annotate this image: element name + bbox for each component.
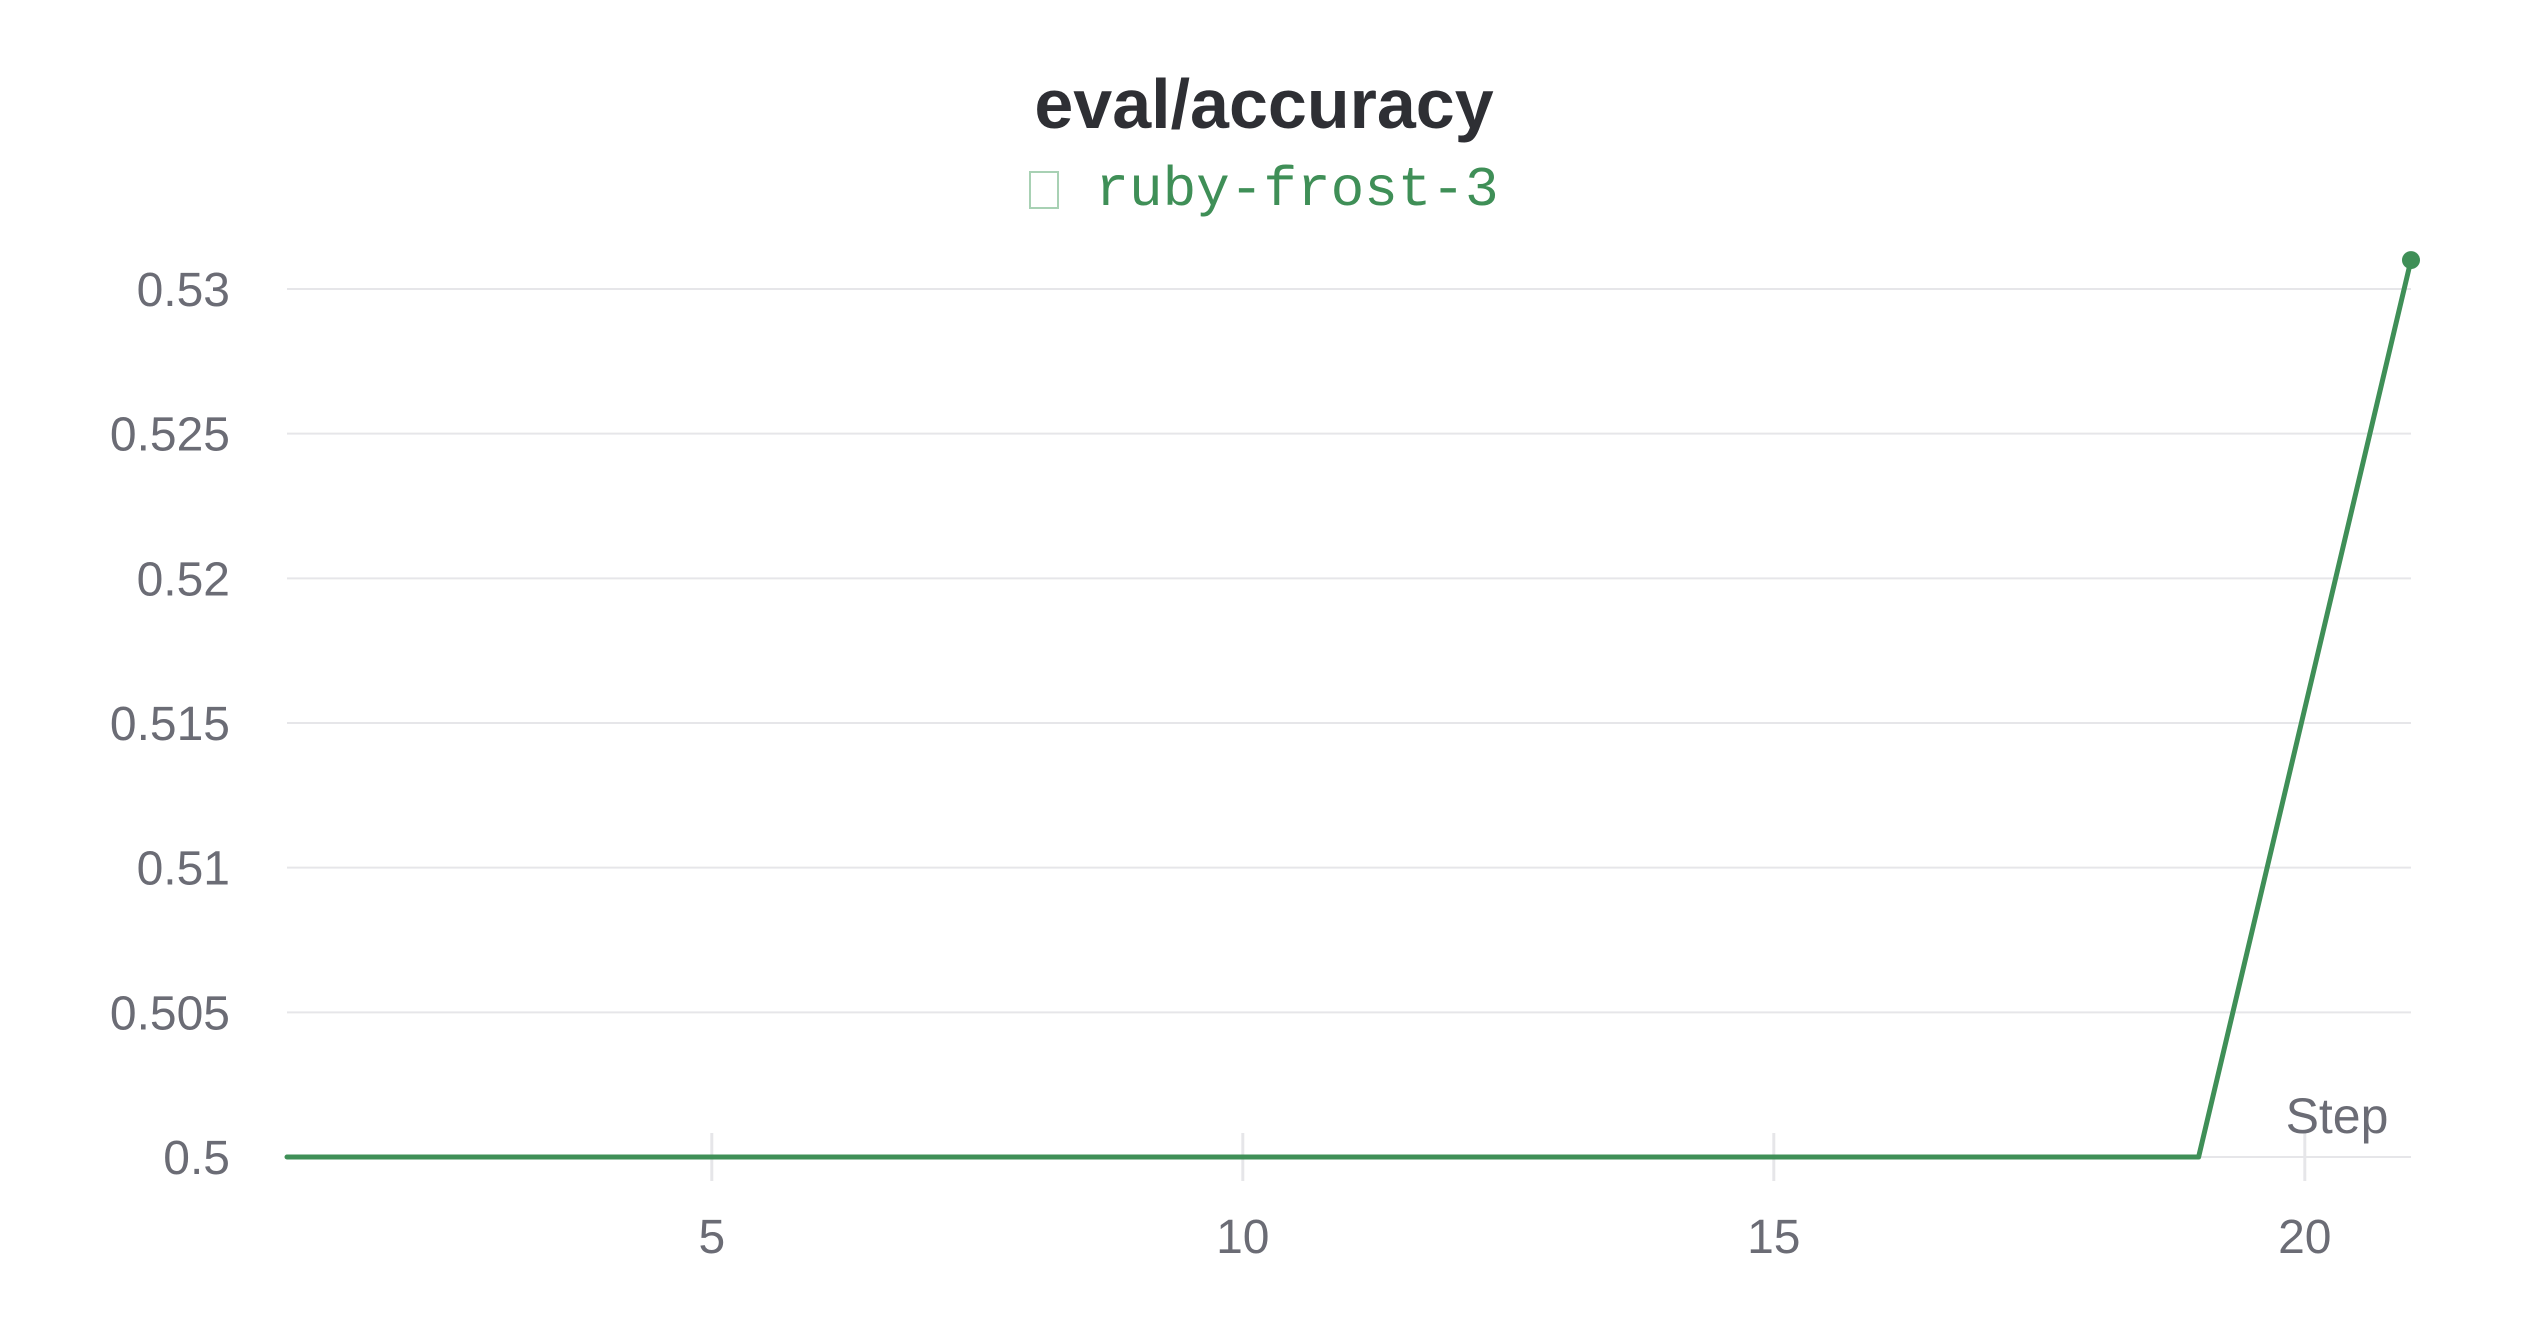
x-tick-label: 20: [2278, 1211, 2331, 1264]
y-tick-label: 0.51: [137, 843, 230, 896]
series-line-0[interactable]: [284, 257, 2414, 1160]
y-tick-label: 0.505: [110, 987, 230, 1040]
x-tick-label: 15: [1747, 1211, 1800, 1264]
legend[interactable]: ruby-frost-3: [0, 158, 2528, 222]
x-tick-label: 5: [698, 1211, 725, 1264]
y-tick-label: 0.5: [163, 1132, 230, 1185]
y-tick-label: 0.53: [137, 264, 230, 317]
chart-title: eval/accuracy: [1034, 65, 1494, 143]
y-tick-label: 0.515: [110, 698, 230, 751]
legend-label-series-0[interactable]: ruby-frost-3: [1095, 158, 1499, 222]
grid-layer: [287, 288, 2411, 1158]
x-tick-label: 10: [1216, 1211, 1269, 1264]
x-axis-ticks: 5 10 15 20: [698, 1133, 2331, 1264]
x-axis-label: Step: [2286, 1088, 2389, 1144]
y-tick-label: 0.525: [110, 409, 230, 462]
y-tick-label: 0.52: [137, 553, 230, 606]
series-layer: [284, 251, 2420, 1160]
series-endpoint-marker[interactable]: [2402, 251, 2420, 270]
legend-swatch: [1029, 171, 1060, 209]
y-axis-ticks: 0.5 0.505 0.51 0.515 0.52 0.525 0.53: [110, 264, 230, 1185]
